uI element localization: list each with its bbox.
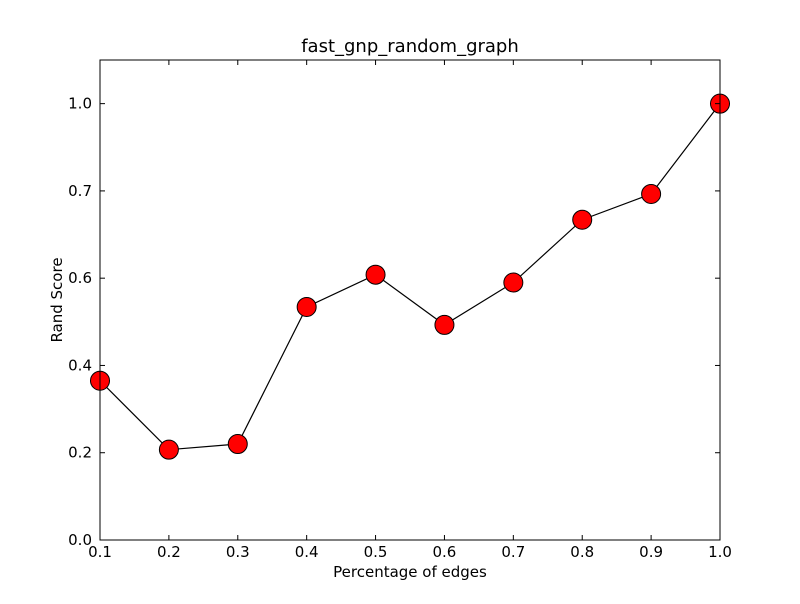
y-tick-label: 0.7 <box>68 182 92 200</box>
y-tick-label: 0.6 <box>68 269 92 287</box>
x-tick-label: 0.1 <box>88 543 112 561</box>
x-tick-label: 0.3 <box>226 543 250 561</box>
data-point <box>296 296 317 317</box>
x-tick-label: 1.0 <box>708 543 732 561</box>
y-axis-label: Rand Score <box>48 257 66 342</box>
data-point <box>434 314 455 335</box>
x-tick-label: 0.7 <box>501 543 525 561</box>
series-layer <box>90 93 730 460</box>
y-tick-label: 0.4 <box>68 356 92 374</box>
data-point <box>503 272 524 293</box>
x-tick-label: 0.6 <box>433 543 457 561</box>
x-tick-label: 0.9 <box>639 543 663 561</box>
x-tick-label: 0.5 <box>364 543 388 561</box>
data-point <box>641 183 662 204</box>
data-point <box>365 264 386 285</box>
plot-frame <box>99 59 721 541</box>
y-tick-label: 0.2 <box>68 444 92 462</box>
data-point <box>158 439 179 460</box>
data-point <box>572 209 593 230</box>
y-tick-label: 0.0 <box>68 531 92 549</box>
data-point <box>227 434 248 454</box>
x-tick-label: 0.2 <box>157 543 181 561</box>
x-tick-label: 0.4 <box>295 543 319 561</box>
chart-title: fast_gnp_random_graph <box>301 36 519 57</box>
tick-label-layer: 0.1 0.2 0.3 0.4 0.5 0.6 0.7 0.8 0.9 1.0 0.0 0.2 0.4 0… <box>68 95 732 561</box>
series-line <box>99 103 721 451</box>
x-tick-label: 0.8 <box>570 543 594 561</box>
x-axis-label: Percentage of edges <box>333 563 487 581</box>
y-tick-label: 1.0 <box>68 95 92 113</box>
